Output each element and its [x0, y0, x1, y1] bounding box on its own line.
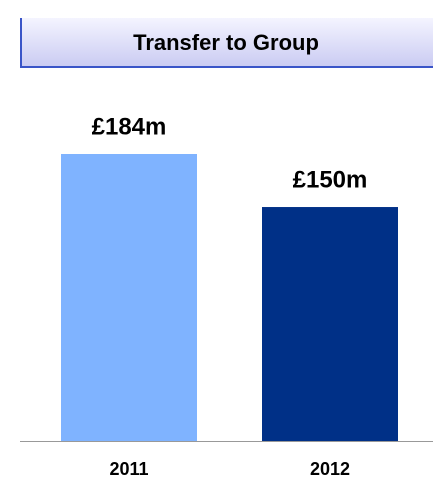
bar: [262, 207, 398, 441]
value-label: £150m: [293, 166, 368, 193]
value-label: £184m: [92, 113, 167, 140]
title-box: [20, 18, 433, 68]
chart-title: Transfer to Group: [133, 30, 319, 55]
x-tick-label: 2011: [109, 459, 148, 479]
x-tick-label: 2012: [310, 459, 350, 479]
bar: [61, 154, 197, 441]
